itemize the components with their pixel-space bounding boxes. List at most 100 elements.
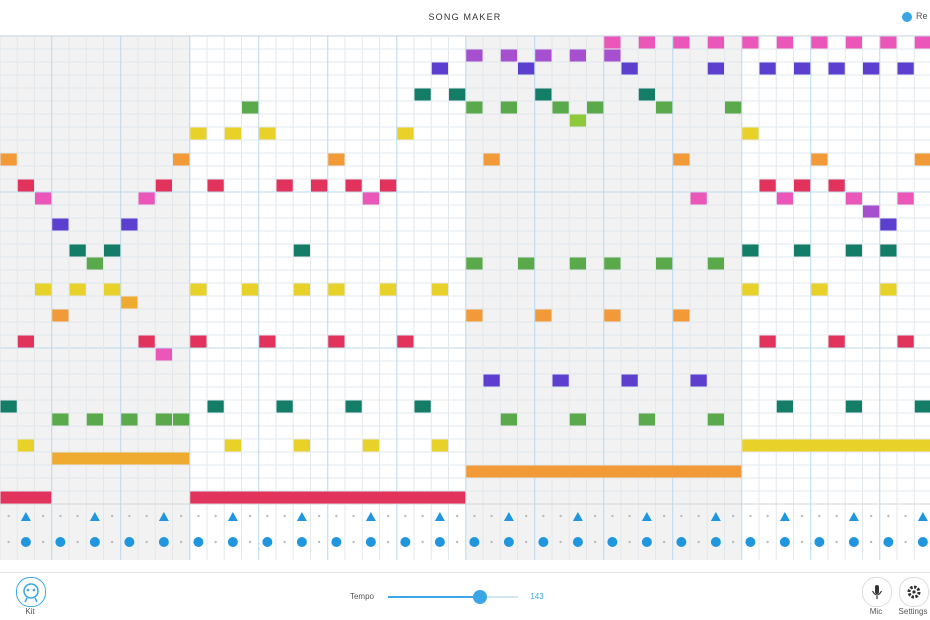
note [466, 101, 483, 114]
note [759, 335, 776, 348]
note [414, 88, 431, 101]
perc-empty [628, 514, 631, 518]
note [52, 309, 69, 322]
perc-empty [317, 514, 321, 518]
note [276, 400, 293, 413]
perc-empty [593, 514, 597, 518]
note [656, 101, 673, 114]
note [431, 62, 448, 75]
perc-empty [455, 514, 459, 518]
perc-empty [7, 514, 10, 518]
note [604, 49, 621, 62]
note [293, 439, 310, 452]
note [897, 192, 914, 205]
perc-empty [869, 514, 873, 518]
perc-empty [421, 540, 424, 544]
perc-triangle [710, 512, 721, 521]
note [518, 62, 535, 75]
perc-empty [214, 514, 217, 518]
note [914, 153, 930, 166]
long-note [190, 491, 466, 504]
settings-button[interactable] [899, 577, 929, 607]
note [621, 374, 638, 387]
note [569, 49, 586, 62]
perc-empty [283, 540, 286, 544]
note [673, 309, 690, 322]
mic-button[interactable] [862, 577, 892, 607]
note [500, 101, 517, 114]
note [880, 36, 897, 49]
perc-dot [745, 537, 756, 547]
perc-dot [331, 537, 342, 547]
note [621, 62, 638, 75]
perc-empty [542, 514, 545, 518]
note [500, 49, 517, 62]
perc-empty [611, 514, 614, 518]
perc-empty [490, 514, 493, 518]
note [121, 218, 138, 231]
note-grid[interactable] [0, 36, 930, 572]
note [121, 296, 138, 309]
perc-dot [607, 537, 618, 547]
note [794, 179, 811, 192]
perc-empty [800, 514, 804, 518]
perc-empty [662, 514, 666, 518]
note [794, 244, 811, 257]
note [190, 283, 207, 296]
note [155, 348, 172, 361]
note [863, 62, 880, 75]
note [794, 62, 811, 75]
note [242, 101, 259, 114]
note [449, 88, 466, 101]
perc-empty [41, 540, 45, 544]
note [828, 179, 845, 192]
note [845, 192, 862, 205]
note [518, 257, 535, 270]
long-note [52, 452, 190, 465]
note [104, 283, 121, 296]
tempo-slider[interactable] [384, 587, 524, 607]
perc-dot [193, 537, 204, 547]
perc-triangle [296, 512, 307, 521]
perc-triangle [917, 512, 928, 521]
perc-dot [227, 537, 238, 547]
note [483, 374, 500, 387]
note [259, 127, 276, 140]
note [431, 283, 448, 296]
kit-label: Kit [25, 607, 35, 616]
note [776, 400, 793, 413]
note [259, 335, 276, 348]
note [207, 179, 224, 192]
perc-empty [128, 514, 131, 518]
perc-empty [524, 514, 528, 518]
note [121, 413, 138, 426]
perc-triangle [779, 512, 790, 521]
note [69, 244, 86, 257]
note [673, 36, 690, 49]
perc-empty [731, 514, 735, 518]
perc-empty [421, 514, 424, 518]
perc-empty [680, 514, 683, 518]
note [811, 36, 828, 49]
toolbar: Kit Tempo 143 Mic Settings [0, 572, 930, 620]
perc-dot [365, 537, 376, 547]
note [483, 153, 500, 166]
note [17, 439, 34, 452]
note [535, 88, 552, 101]
perc-empty [317, 540, 321, 544]
perc-empty [59, 514, 62, 518]
note [155, 413, 172, 426]
note [897, 335, 914, 348]
note [328, 153, 345, 166]
perc-empty [490, 540, 493, 544]
note [173, 413, 190, 426]
kit-button[interactable] [16, 577, 46, 607]
note [673, 153, 690, 166]
note [897, 62, 914, 75]
note [155, 179, 172, 192]
note [224, 127, 241, 140]
restart-button[interactable]: Re [902, 11, 928, 22]
note [17, 179, 34, 192]
note [104, 244, 121, 257]
app-title: SONG MAKER [428, 12, 502, 22]
